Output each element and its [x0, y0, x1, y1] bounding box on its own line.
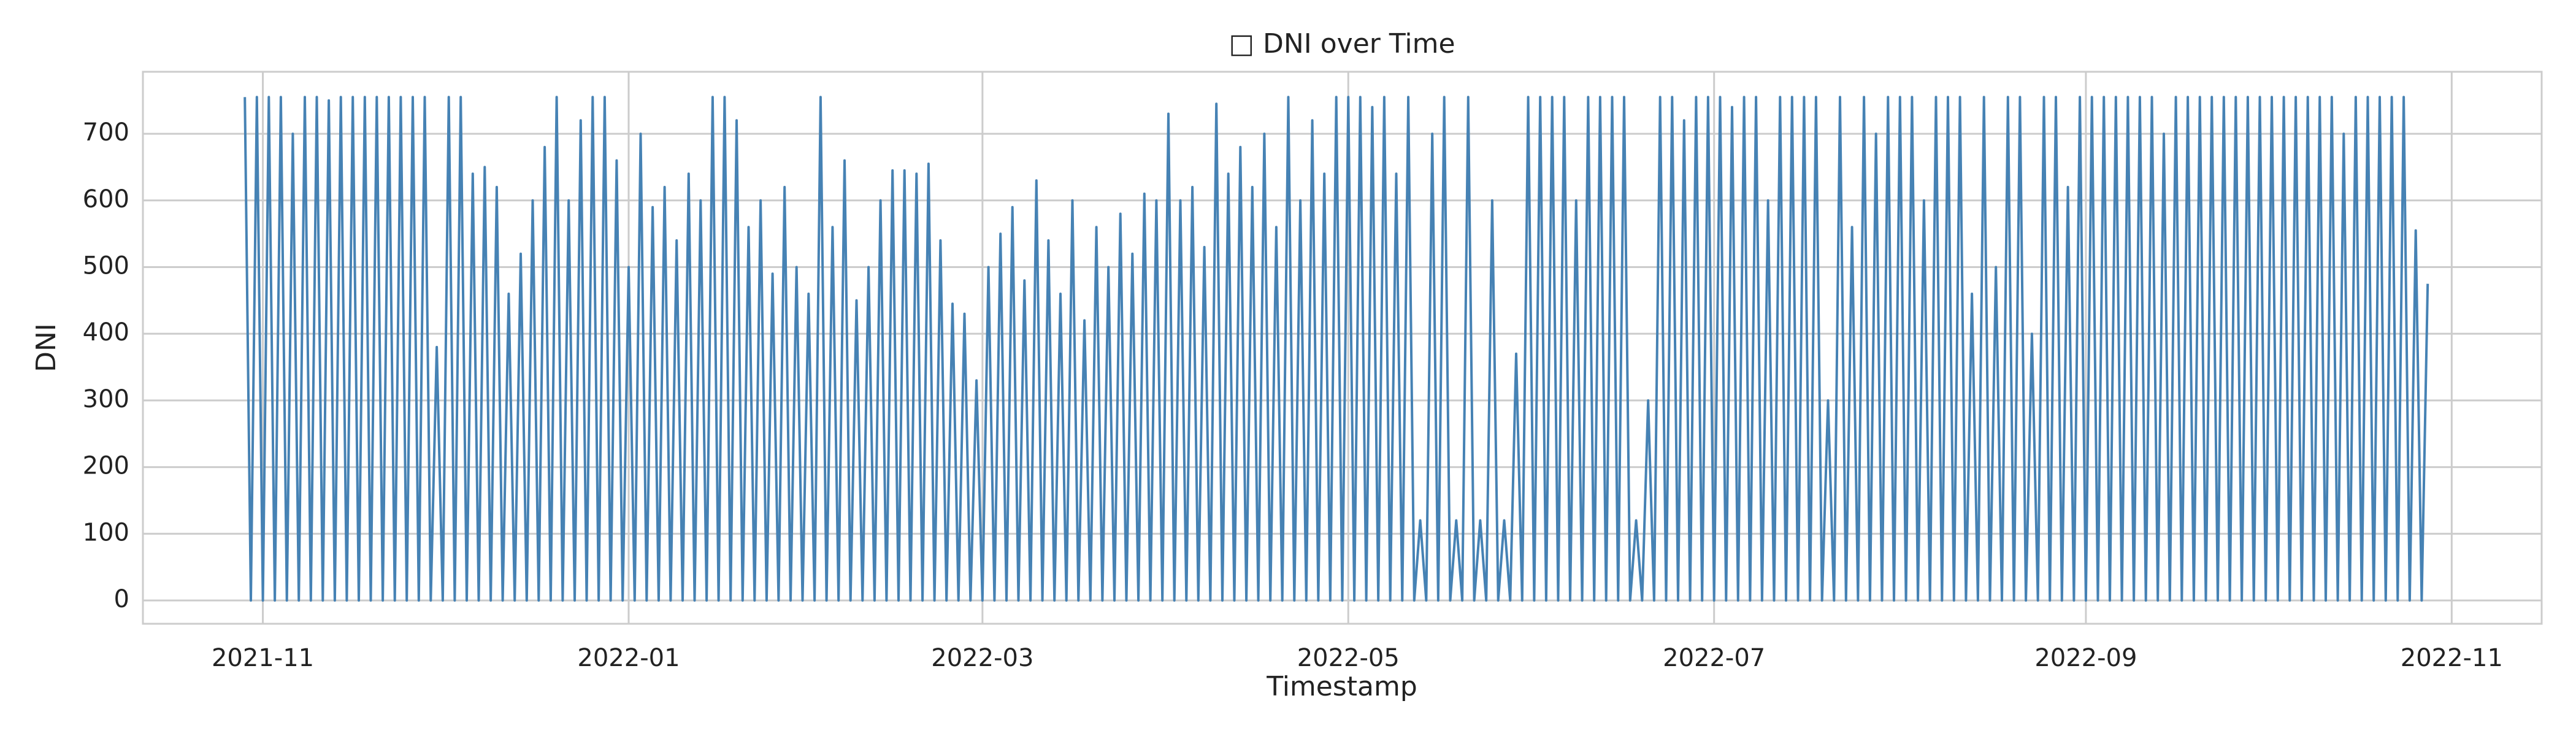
x-tick-label: 2022-01 [577, 644, 680, 672]
chart-title: □ DNI over Time [1229, 28, 1455, 59]
y-tick-label: 100 [83, 518, 129, 546]
x-tick-label: 2022-05 [1297, 644, 1400, 672]
y-axis-label: DNI [31, 323, 62, 372]
x-tick-label: 2022-09 [2034, 644, 2137, 672]
x-axis-label: Timestamp [1266, 671, 1417, 702]
y-tick-label: 500 [83, 251, 129, 280]
plot-frame [142, 71, 2543, 625]
y-tick-label: 600 [83, 185, 129, 213]
x-tick-label: 2022-07 [1663, 644, 1765, 672]
x-tick-label: 2022-11 [2401, 644, 2503, 672]
y-tick-label: 700 [83, 118, 129, 147]
x-tick-label: 2021-11 [212, 644, 314, 672]
x-tick-label: 2022-03 [931, 644, 1033, 672]
data-line [243, 96, 2429, 602]
y-tick-label: 200 [83, 452, 129, 480]
y-tick-label: 0 [114, 585, 129, 613]
y-tick-label: 400 [83, 318, 129, 347]
y-tick-label: 300 [83, 385, 129, 413]
